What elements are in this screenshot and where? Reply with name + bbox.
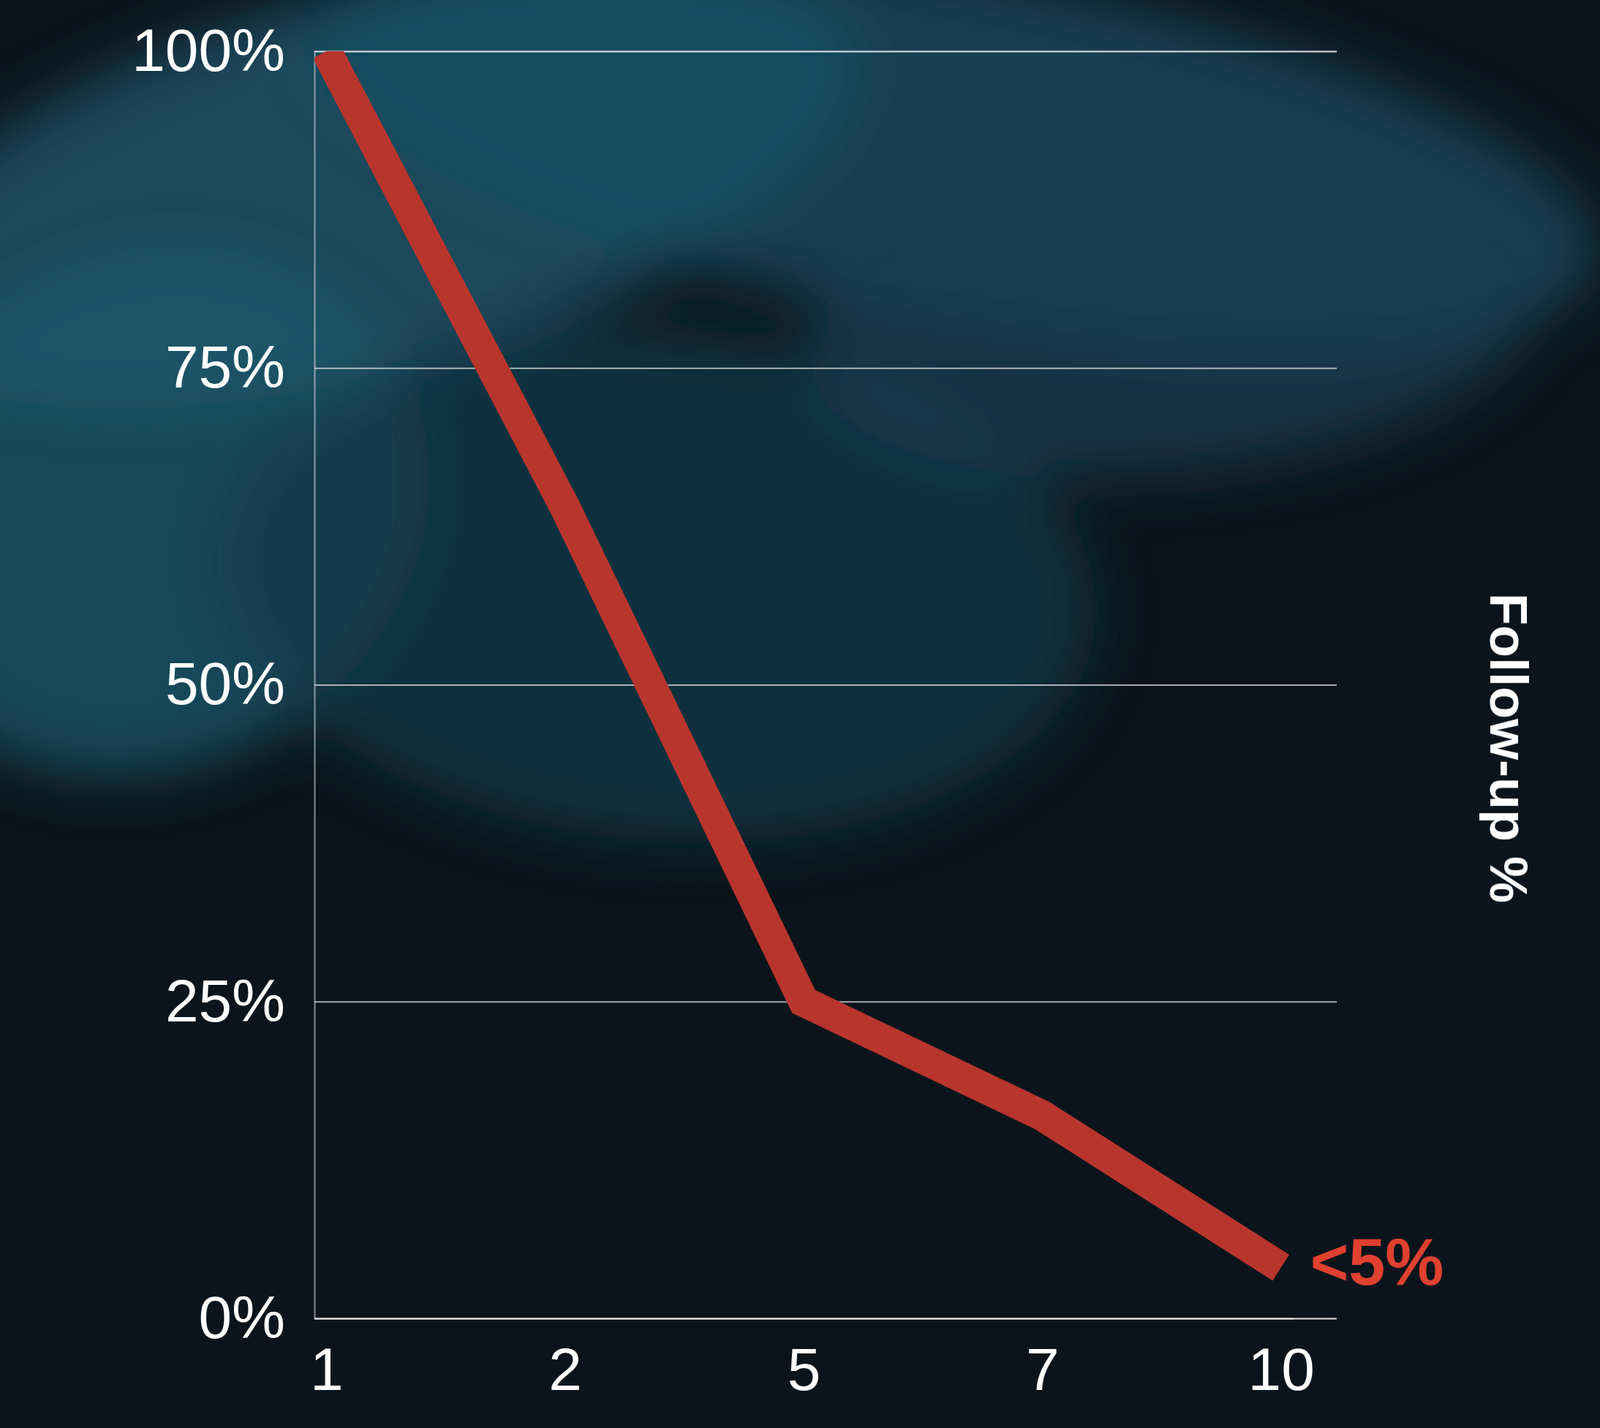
x-tick: 2	[548, 1318, 583, 1403]
x-tick-label: 1	[310, 1336, 344, 1403]
y-tick-label: 100%	[131, 16, 286, 84]
plot: 0% 25% 50% 75% 100% 1 2 5 7 10 <5%	[131, 16, 1444, 1403]
x-tick-label: 5	[787, 1336, 822, 1403]
y-tick: 100%	[131, 16, 1337, 84]
x-tick: 7	[1025, 1318, 1060, 1403]
x-axis-line	[315, 1318, 1294, 1320]
y-tick: 50%	[165, 650, 1337, 717]
grid-line	[314, 1318, 1337, 1320]
y-tick-label: 50%	[165, 650, 286, 717]
grid-line	[314, 367, 1337, 370]
x-tick-label: 2	[548, 1336, 583, 1403]
y-tick: 75%	[165, 333, 1337, 400]
y-tick-label: 75%	[165, 333, 286, 400]
annotation: <5%	[1310, 1225, 1445, 1299]
y-tick-label: 0%	[198, 1284, 286, 1351]
decoration-blob	[792, 151, 1547, 507]
chart: 0% 25% 50% 75% 100% 1 2 5 7 10 <5% Follow-up %	[0, 0, 1600, 1428]
x-tick: 10	[1248, 1318, 1315, 1403]
y-axis-line	[315, 51, 1338, 1320]
x-tick-label: 7	[1025, 1336, 1060, 1403]
line	[326, 51, 1281, 1269]
y-axis: 0% 25% 50% 75% 100%	[131, 16, 1337, 1351]
marks	[326, 51, 1281, 1269]
x-tick: 1	[310, 1318, 344, 1403]
grid-line	[314, 684, 1337, 686]
x-axis: 1 2 5 7 10	[310, 1318, 1315, 1403]
y-tick: 25%	[165, 966, 1337, 1034]
x-tick: 5	[787, 1318, 822, 1403]
y-tick: 0%	[198, 1284, 1337, 1351]
axis-title: Follow-up %	[1479, 593, 1538, 904]
grid-line	[314, 51, 1337, 53]
x-tick-label: 10	[1248, 1336, 1315, 1403]
background-decoration	[0, 0, 1600, 880]
y-tick-label: 25%	[165, 966, 286, 1034]
